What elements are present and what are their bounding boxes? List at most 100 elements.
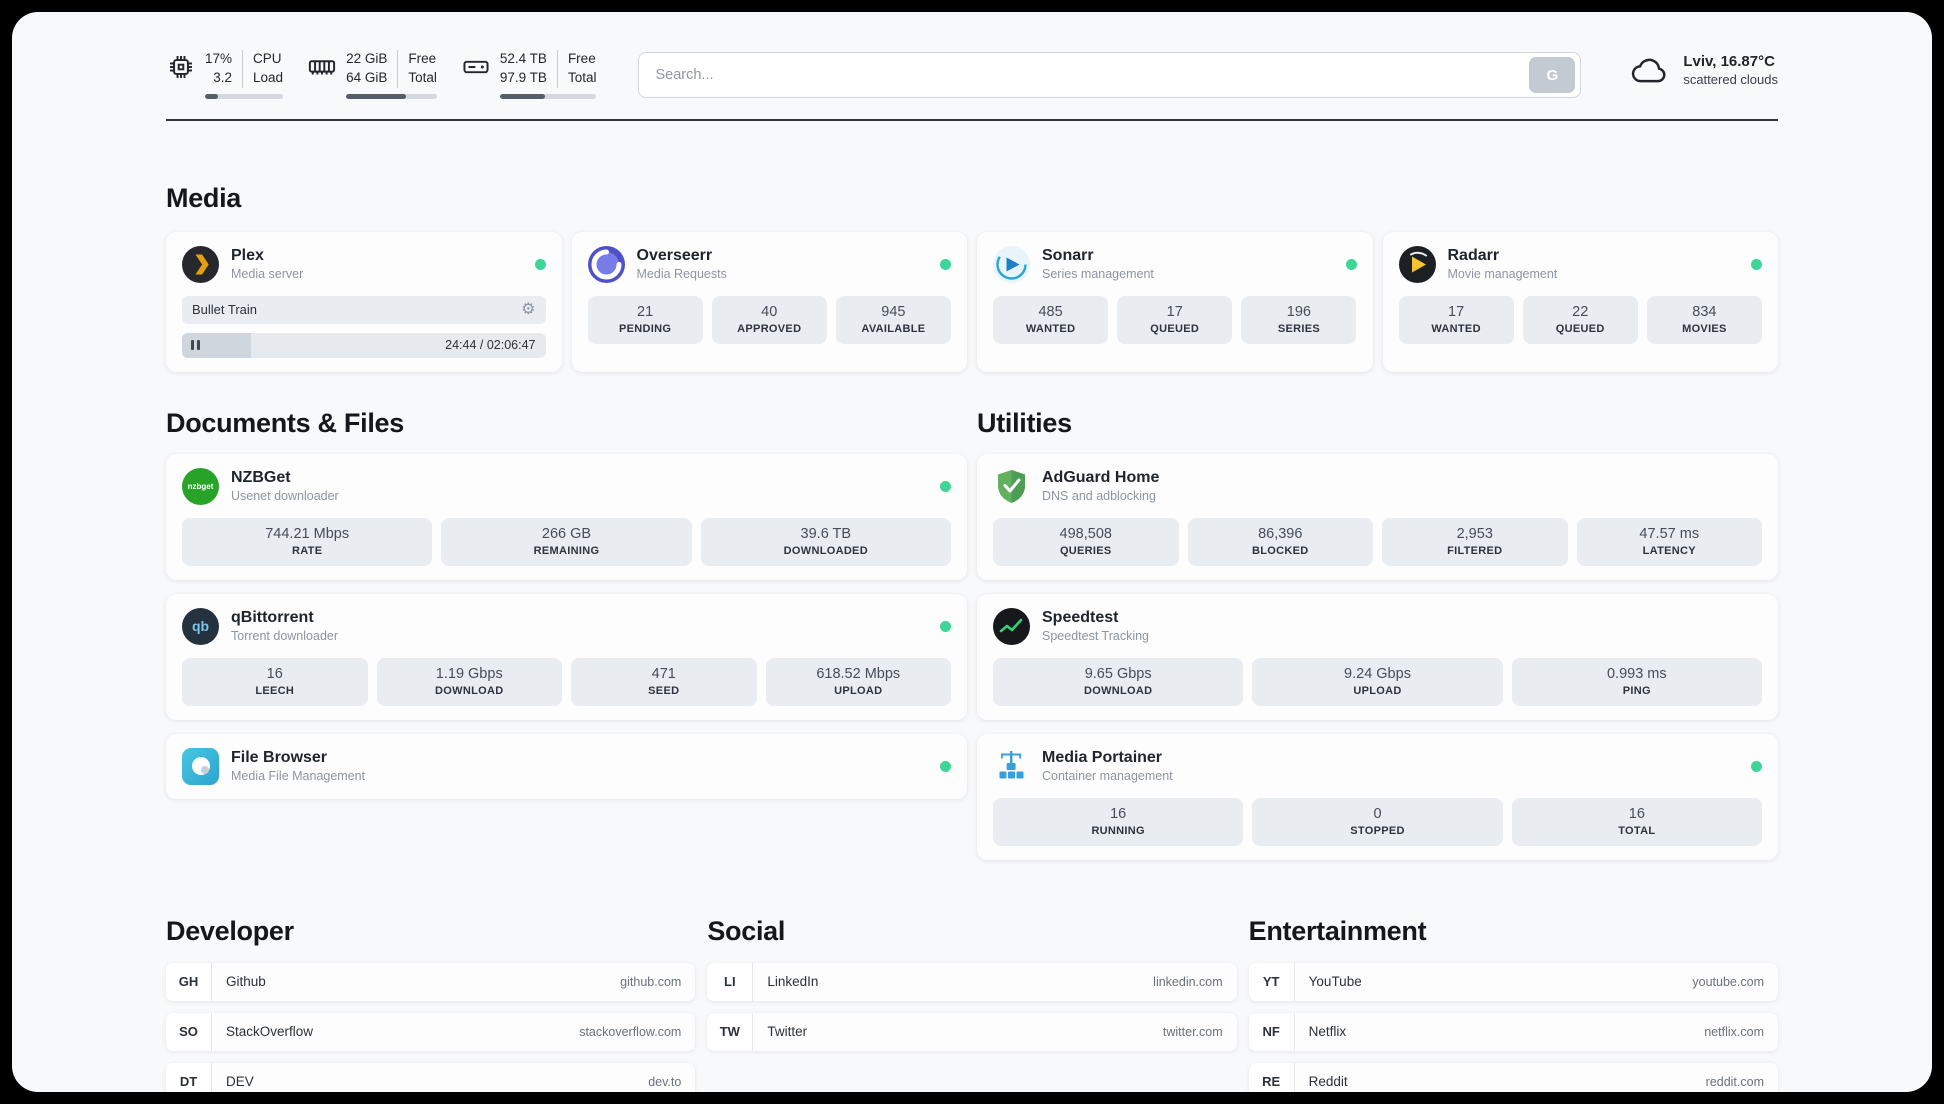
cpu-load-label: Load bbox=[253, 69, 284, 85]
cpu-load-value: 3.2 bbox=[213, 69, 233, 85]
portainer-card[interactable]: Media Portainer Container management 16 R… bbox=[977, 733, 1778, 860]
portainer-status-dot bbox=[1751, 760, 1762, 772]
ram-total-value: 64 GiB bbox=[346, 69, 388, 85]
bookmark-netflix[interactable]: NF Netflix netflix.com bbox=[1248, 1012, 1778, 1051]
cpu-icon bbox=[170, 56, 192, 78]
qbittorrent-title: qBittorrent bbox=[231, 609, 314, 627]
plex-now-playing-title: Bullet Train bbox=[192, 302, 258, 318]
filebrowser-title: File Browser bbox=[231, 749, 328, 767]
nzbget-stat-remaining: 266 GB REMAINING bbox=[441, 517, 692, 566]
portainer-stat-stopped: 0 STOPPED bbox=[1252, 797, 1503, 846]
github-badge: GH bbox=[166, 962, 212, 1001]
nzbget-subtitle: Usenet downloader bbox=[231, 489, 339, 504]
speedtest-card[interactable]: Speedtest Speedtest Tracking 9.65 Gbps DO… bbox=[977, 593, 1778, 720]
sonarr-subtitle: Series management bbox=[1042, 267, 1154, 282]
plex-subtitle: Media server bbox=[231, 267, 304, 282]
bookmark-youtube[interactable]: YT YouTube youtube.com bbox=[1248, 962, 1778, 1001]
section-title-utilities: Utilities bbox=[977, 407, 1072, 438]
speedtest-stat-ping: 0.993 ms PING bbox=[1511, 657, 1762, 706]
overseerr-card[interactable]: Overseerr Media Requests 21 PENDING 40 APP… bbox=[571, 231, 967, 372]
system-monitors: 17% 3.2 CPU Load bbox=[166, 50, 597, 99]
qbittorrent-stat-download: 1.19 Gbps DOWNLOAD bbox=[376, 657, 562, 706]
nzbget-status-dot bbox=[940, 480, 951, 492]
ram-total-label: Total bbox=[408, 69, 437, 85]
plex-icon bbox=[182, 245, 219, 283]
disk-free-value: 52.4 TB bbox=[499, 51, 547, 66]
ram-monitor: 22 GiB 64 GiB Free Total bbox=[307, 50, 437, 99]
nzbget-stat-rate: 744.21 Mbps RATE bbox=[182, 517, 433, 566]
speedtest-title: Speedtest bbox=[1042, 609, 1119, 627]
linkedin-badge: LI bbox=[707, 962, 754, 1001]
weather-condition: scattered clouds bbox=[1683, 72, 1778, 87]
adguard-stat-queries: 498,508 QUERIES bbox=[993, 517, 1179, 566]
plex-player-bar[interactable]: 24:44 / 02:06:47 bbox=[182, 332, 546, 358]
overseerr-stat-approved: 40 APPROVED bbox=[711, 295, 827, 344]
portainer-stat-total: 16 TOTAL bbox=[1511, 797, 1762, 846]
overseerr-stat-pending: 21 PENDING bbox=[587, 295, 703, 344]
filebrowser-icon bbox=[182, 747, 219, 785]
dashboard-page: 17% 3.2 CPU Load bbox=[12, 12, 1932, 1092]
sonarr-card[interactable]: Sonarr Series management 485 WANTED 17 QUE… bbox=[977, 231, 1373, 372]
cpu-monitor: 17% 3.2 CPU Load bbox=[166, 50, 284, 99]
search-input[interactable] bbox=[655, 67, 1530, 83]
sonarr-icon bbox=[993, 245, 1030, 283]
bookmark-reddit[interactable]: RE Reddit reddit.com bbox=[1248, 1062, 1778, 1092]
radarr-card[interactable]: Radarr Movie management 17 WANTED 22 QUEUE… bbox=[1382, 231, 1778, 372]
filebrowser-status-dot bbox=[940, 760, 951, 772]
speedtest-stat-download: 9.65 Gbps DOWNLOAD bbox=[993, 657, 1244, 706]
section-title-developer: Developer bbox=[166, 915, 294, 946]
cpu-label: CPU bbox=[253, 51, 282, 66]
search-bar: G bbox=[638, 52, 1582, 98]
qbittorrent-stat-leech: 16 LEECH bbox=[182, 657, 368, 706]
adguard-shield-icon bbox=[993, 468, 1030, 505]
twitter-badge: TW bbox=[707, 1012, 754, 1051]
bookmark-github[interactable]: GH Github github.com bbox=[166, 962, 696, 1001]
overseerr-icon bbox=[587, 245, 625, 283]
bookmark-dev[interactable]: DT DEV dev.to bbox=[166, 1062, 696, 1092]
radarr-icon bbox=[1398, 245, 1436, 283]
hard-drive-icon bbox=[463, 60, 489, 74]
plex-status-dot bbox=[534, 258, 546, 270]
pause-icon[interactable] bbox=[191, 340, 200, 351]
adguard-subtitle: DNS and adblocking bbox=[1042, 489, 1156, 504]
stackoverflow-badge: SO bbox=[166, 1012, 212, 1051]
reddit-badge: RE bbox=[1248, 1062, 1295, 1092]
disk-free-label: Free bbox=[567, 51, 596, 66]
sonarr-stat-queued: 17 QUEUED bbox=[1117, 295, 1233, 344]
radarr-title: Radarr bbox=[1447, 247, 1500, 265]
qbittorrent-card[interactable]: qb qBittorrent Torrent downloader 16 LEEC… bbox=[166, 593, 967, 720]
header-divider bbox=[166, 118, 1778, 121]
search-engine-button[interactable]: G bbox=[1529, 57, 1576, 93]
qbittorrent-icon: qb bbox=[182, 607, 219, 645]
plex-title: Plex bbox=[231, 247, 264, 265]
disk-monitor: 52.4 TB 97.9 TB Free Total bbox=[461, 50, 597, 99]
portainer-title: Media Portainer bbox=[1042, 749, 1163, 767]
speedtest-stat-upload: 9.24 Gbps UPLOAD bbox=[1252, 657, 1503, 706]
ram-icon bbox=[308, 60, 336, 75]
section-title-documents: Documents & Files bbox=[166, 407, 404, 438]
adguard-stat-latency: 47.57 ms LATENCY bbox=[1576, 517, 1762, 566]
bookmark-twitter[interactable]: TW Twitter twitter.com bbox=[707, 1012, 1237, 1051]
section-title-entertainment: Entertainment bbox=[1248, 915, 1427, 946]
ram-free-label: Free bbox=[408, 51, 437, 66]
radarr-stat-queued: 22 QUEUED bbox=[1522, 295, 1638, 344]
bookmark-stackoverflow[interactable]: SO StackOverflow stackoverflow.com bbox=[166, 1012, 696, 1051]
overseerr-title: Overseerr bbox=[636, 247, 713, 265]
nzbget-icon: nzbget bbox=[182, 467, 219, 505]
top-bar: 17% 3.2 CPU Load bbox=[166, 12, 1778, 99]
section-title-media: Media bbox=[166, 182, 242, 213]
plex-now-playing[interactable]: Bullet Train ⚙ bbox=[182, 295, 546, 324]
plex-card[interactable]: Plex Media server Bullet Train ⚙ 24:44 /… bbox=[166, 231, 562, 372]
qbittorrent-status-dot bbox=[940, 620, 951, 632]
disk-total-label: Total bbox=[567, 69, 597, 85]
dev-badge: DT bbox=[166, 1062, 212, 1092]
overseerr-stat-available: 945 AVAILABLE bbox=[835, 295, 951, 344]
bookmark-linkedin[interactable]: LI LinkedIn linkedin.com bbox=[707, 962, 1237, 1001]
disk-progress-bar bbox=[499, 93, 597, 99]
filebrowser-card[interactable]: File Browser Media File Management bbox=[166, 733, 967, 799]
qbittorrent-stat-seed: 471 SEED bbox=[571, 657, 757, 706]
nzbget-card[interactable]: nzbget NZBGet Usenet downloader 744.21 M… bbox=[166, 453, 967, 580]
adguard-card[interactable]: AdGuard Home DNS and adblocking 498,508 Q… bbox=[977, 453, 1778, 580]
gear-icon[interactable]: ⚙ bbox=[521, 300, 536, 318]
